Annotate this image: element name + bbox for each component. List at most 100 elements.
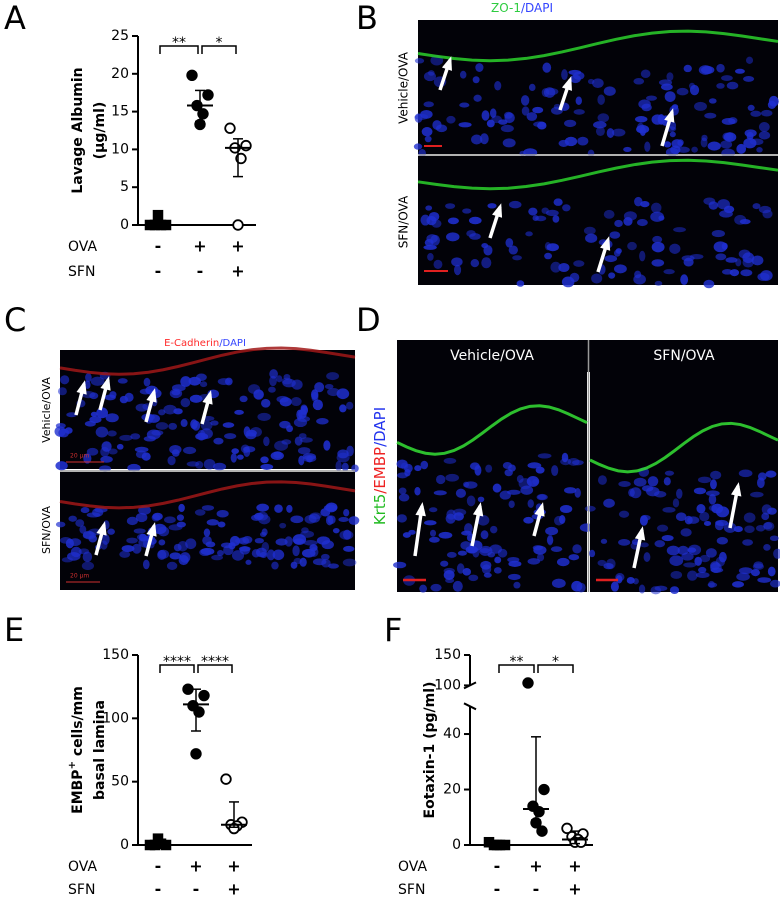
condition-value: -	[155, 237, 162, 256]
significance-label: ****	[201, 654, 229, 670]
nucleus	[343, 529, 352, 540]
nucleus	[773, 548, 780, 559]
nucleus	[467, 546, 477, 554]
nucleus	[126, 516, 138, 526]
nucleus	[767, 100, 777, 109]
nucleus	[633, 78, 645, 85]
nucleus	[608, 272, 616, 279]
nucleus	[470, 259, 480, 268]
nucleus	[683, 257, 694, 267]
y-axis-label: Lavage Albumin	[70, 67, 86, 193]
y-axis-label: basal lamina	[92, 700, 108, 800]
nucleus	[666, 545, 680, 556]
nucleus	[652, 235, 663, 244]
nucleus	[597, 113, 610, 123]
nucleus	[133, 528, 146, 534]
nucleus	[296, 409, 303, 420]
nucleus	[507, 573, 521, 581]
arrow-head	[664, 108, 675, 123]
nucleus	[446, 551, 457, 558]
nucleus	[151, 430, 164, 436]
nucleus	[715, 556, 726, 567]
condition-value: -	[193, 880, 200, 899]
title-part: Krt5	[371, 494, 389, 525]
nucleus	[573, 109, 585, 115]
nucleus	[564, 136, 578, 147]
y-tick-label: 0	[120, 837, 129, 853]
nucleus	[592, 78, 604, 88]
nucleus	[541, 88, 550, 97]
nucleus	[119, 550, 131, 558]
nucleus	[279, 397, 292, 407]
nucleus	[609, 231, 621, 239]
nucleus	[695, 572, 710, 579]
nucleus	[553, 198, 563, 206]
nucleus	[471, 134, 483, 145]
nucleus	[96, 407, 108, 419]
nucleus	[559, 504, 573, 513]
nucleus	[680, 528, 692, 537]
condition-value: +	[227, 857, 240, 876]
data-point	[240, 139, 252, 152]
nucleus	[445, 203, 456, 209]
nucleus	[293, 538, 305, 545]
nucleus	[536, 493, 548, 501]
nucleus	[721, 75, 733, 82]
nucleus	[178, 554, 189, 566]
nucleus	[508, 200, 522, 209]
nucleus	[750, 568, 760, 577]
nucleus	[451, 257, 463, 267]
nucleus	[689, 84, 700, 96]
data-point	[536, 825, 548, 837]
nucleus	[95, 426, 109, 438]
nucleus	[669, 586, 680, 594]
nucleus	[327, 515, 336, 525]
nucleus	[247, 384, 261, 394]
label-part: EMBP	[70, 769, 86, 813]
nucleus	[742, 257, 754, 268]
nucleus	[100, 446, 110, 457]
nucleus	[492, 483, 502, 493]
nucleus	[84, 380, 91, 390]
nucleus	[641, 103, 652, 112]
nucleus	[239, 395, 248, 403]
nucleus	[256, 503, 270, 512]
nucleus	[213, 437, 224, 445]
nucleus	[535, 466, 545, 474]
nucleus	[516, 280, 525, 287]
nucleus	[276, 375, 283, 383]
nucleus	[757, 577, 772, 583]
nucleus	[342, 558, 357, 567]
nucleus	[640, 69, 651, 79]
nucleus	[629, 487, 642, 499]
nucleus	[546, 535, 554, 545]
nucleus	[716, 63, 725, 73]
nucleus	[312, 399, 323, 411]
nucleus	[107, 528, 115, 535]
nucleus	[584, 505, 596, 512]
nucleus	[738, 567, 753, 575]
nucleus	[231, 448, 240, 454]
arrow-head	[561, 76, 572, 91]
nucleus	[527, 462, 542, 469]
nucleus	[583, 226, 596, 235]
nucleus	[105, 413, 119, 423]
nucleus	[589, 549, 596, 558]
nucleus	[343, 508, 350, 517]
nucleus	[493, 567, 502, 574]
nucleus	[567, 457, 580, 466]
nucleus	[736, 572, 750, 581]
nucleus	[756, 147, 763, 153]
nucleus	[231, 550, 245, 561]
nucleus	[414, 58, 425, 64]
significance-label: *	[552, 654, 559, 670]
nucleus	[90, 411, 98, 417]
nucleus	[286, 425, 294, 433]
nucleus	[396, 472, 409, 479]
nucleus	[143, 436, 156, 442]
nucleus	[300, 405, 309, 415]
nucleus	[269, 375, 277, 387]
nucleus	[533, 545, 547, 555]
condition-value: +	[568, 880, 581, 899]
nucleus	[327, 387, 340, 397]
